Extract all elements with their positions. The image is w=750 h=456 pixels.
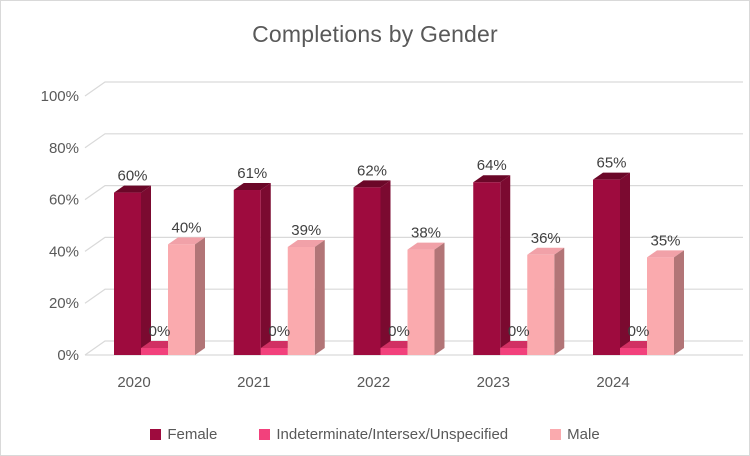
legend-item-male: Male (550, 426, 600, 443)
data-label: 0% (268, 323, 290, 340)
data-label: 65% (596, 155, 626, 172)
gridline (84, 133, 743, 149)
data-label: 38% (411, 225, 441, 242)
bar-female-2021 (233, 183, 271, 355)
gridline (84, 236, 743, 252)
x-axis-label: 2023 (477, 374, 510, 391)
x-axis-label: 2024 (596, 374, 629, 391)
data-label: 61% (237, 165, 267, 182)
bar-female-2024 (593, 172, 630, 355)
bar-female-2022 (353, 180, 391, 355)
bar-male-2021 (287, 239, 325, 355)
bar-female-2023 (473, 175, 511, 355)
legend-swatch-male (550, 429, 562, 440)
data-label: 39% (291, 222, 321, 239)
gridline (84, 81, 743, 97)
legend-item-female: Female (150, 426, 217, 443)
bar-male-2022 (407, 242, 445, 355)
data-label: 0% (149, 323, 171, 340)
legend-item-indeterminate: Indeterminate/Intersex/Unspecified (259, 426, 508, 443)
y-tick-label: 40% (49, 243, 79, 260)
chart-title: Completions by Gender (252, 21, 498, 47)
legend-label-indeterminate: Indeterminate/Intersex/Unspecified (276, 426, 509, 443)
y-tick-label: 60% (49, 192, 79, 209)
legend-label-female: Female (167, 426, 218, 443)
data-label: 0% (388, 323, 410, 340)
y-tick-label: 20% (49, 295, 79, 312)
data-label: 35% (650, 232, 680, 249)
bar-male-2023 (527, 247, 565, 355)
legend-swatch-indeterminate (259, 429, 271, 440)
data-label: 36% (531, 230, 561, 247)
x-axis-label: 2021 (237, 374, 270, 391)
legend-swatch-female (150, 429, 162, 440)
data-label: 62% (357, 162, 387, 179)
y-tick-label: 80% (49, 140, 79, 157)
x-axis-label: 2020 (117, 374, 150, 391)
gridline (84, 185, 743, 201)
data-label: 64% (477, 157, 507, 174)
y-tick-label: 100% (41, 88, 79, 105)
data-label: 60% (117, 168, 147, 185)
x-axis-label: 2022 (357, 374, 390, 391)
data-label: 0% (628, 323, 650, 340)
data-label: 40% (171, 219, 201, 236)
y-tick-label: 0% (57, 347, 79, 364)
legend-label-male: Male (567, 426, 600, 443)
bar-male-2020 (168, 237, 205, 355)
bar-male-2024 (647, 250, 684, 355)
data-label: 0% (508, 323, 530, 340)
bar-female-2020 (114, 185, 151, 355)
legend: Female Indeterminate/Intersex/Unspecifie… (1, 426, 749, 443)
